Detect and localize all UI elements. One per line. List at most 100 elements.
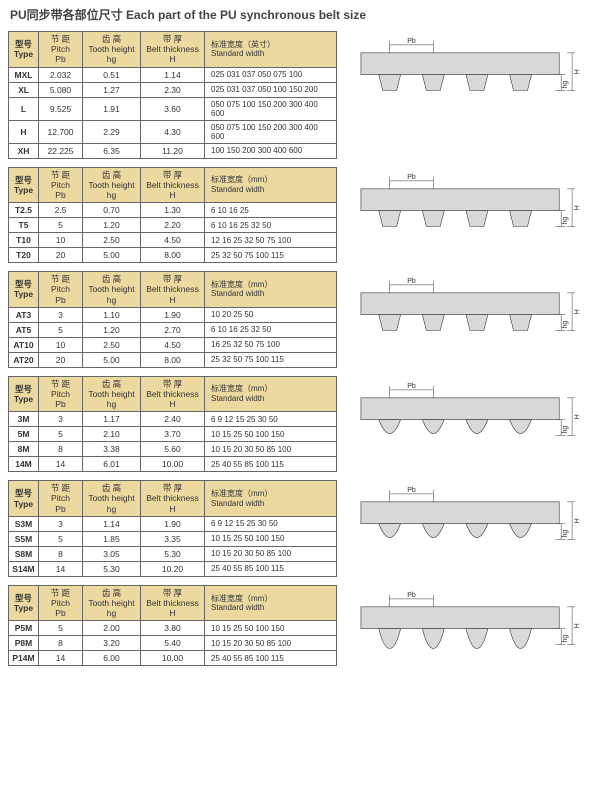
table-row: P8M83.205.4010 15 20 30 50 85 100 [9, 636, 337, 651]
table-row: XH22.2256.3511.20100 150 200 300 400 600 [9, 143, 337, 158]
cell: T5 [9, 218, 39, 233]
cell: 1.20 [83, 322, 141, 337]
col-header: 节 距PitchPb [39, 32, 83, 68]
cell: 16 25 32 50 75 100 [205, 337, 337, 352]
svg-text:hg: hg [562, 425, 569, 433]
cell: 1.17 [83, 412, 141, 427]
table-row: T551.202.206 10 16 25 32 50 [9, 218, 337, 233]
cell: 10 15 20 30 50 85 100 [205, 546, 337, 561]
table-row: L9.5251.913.60050 075 100 150 200 300 40… [9, 97, 337, 120]
table-row: 14M146.0110.0025 40 55 85 100 115 [9, 457, 337, 472]
cell: 8 [39, 546, 83, 561]
cell: 025 031 037 050 100 150 200 [205, 82, 337, 97]
col-header: 齿 高Tooth heighthg [83, 376, 141, 412]
svg-text:Pb: Pb [407, 487, 416, 494]
cell: 5.30 [83, 561, 141, 576]
svg-text:H: H [574, 414, 581, 419]
cell: 5.080 [39, 82, 83, 97]
table-row: AT331.101.9010 20 25 50 [9, 307, 337, 322]
svg-text:Pb: Pb [407, 278, 416, 285]
col-header: 齿 高Tooth heighthg [83, 585, 141, 621]
cell: P5M [9, 621, 39, 636]
cell: MXL [9, 67, 39, 82]
profile-diagram: Pb hg H [337, 376, 589, 451]
col-header: 标准宽度（mm）Standard width [205, 167, 337, 203]
col-header: 齿 高Tooth heighthg [83, 272, 141, 308]
col-header: 带 厚Belt thicknessH [141, 32, 205, 68]
table-row: T20205.008.0025 32 50 75 100 115 [9, 248, 337, 263]
cell: 5.00 [83, 352, 141, 367]
cell: XH [9, 143, 39, 158]
cell: S5M [9, 531, 39, 546]
cell: 5.30 [141, 546, 205, 561]
col-header: 节 距PitchPb [39, 167, 83, 203]
cell: AT3 [9, 307, 39, 322]
svg-text:Pb: Pb [407, 383, 416, 390]
cell: 5.40 [141, 636, 205, 651]
table-row: T10102.504.5012 16 25 32 50 75 100 [9, 233, 337, 248]
page-title: PU同步带各部位尺寸 Each part of the PU synchrono… [0, 0, 597, 29]
table-row: AT551.202.706 10 16 25 32 50 [9, 322, 337, 337]
svg-text:Pb: Pb [407, 592, 416, 599]
cell: 3 [39, 412, 83, 427]
cell: 10 15 25 50 100 150 [205, 531, 337, 546]
cell: 11.20 [141, 143, 205, 158]
cell: 6 10 16 25 [205, 203, 337, 218]
cell: 14 [39, 651, 83, 666]
cell: S14M [9, 561, 39, 576]
col-header: 型号Type [9, 167, 39, 203]
col-header: 齿 高Tooth heighthg [83, 167, 141, 203]
table-row: P5M52.003.8010 15 25 50 100 150 [9, 621, 337, 636]
cell: 3.05 [83, 546, 141, 561]
table-row: H12.7002.294.30050 075 100 150 200 300 4… [9, 120, 337, 143]
svg-text:hg: hg [562, 216, 569, 224]
cell: 025 031 037 050 075 100 [205, 67, 337, 82]
col-header: 带 厚Belt thicknessH [141, 167, 205, 203]
cell: S3M [9, 516, 39, 531]
cell: 8 [39, 442, 83, 457]
table-row: AT20205.008.0025 32 50 75 100 115 [9, 352, 337, 367]
cell: 10.00 [141, 651, 205, 666]
col-header: 标准宽度（mm）Standard width [205, 272, 337, 308]
cell: 5.60 [141, 442, 205, 457]
cell: P14M [9, 651, 39, 666]
cell: 5 [39, 531, 83, 546]
cell: 22.225 [39, 143, 83, 158]
cell: 050 075 100 150 200 300 400 600 [205, 97, 337, 120]
cell: 5 [39, 427, 83, 442]
cell: 5M [9, 427, 39, 442]
cell: 25 40 55 85 100 115 [205, 651, 337, 666]
cell: XL [9, 82, 39, 97]
cell: 5.00 [83, 248, 141, 263]
svg-text:H: H [574, 205, 581, 210]
cell: 8.00 [141, 248, 205, 263]
cell: H [9, 120, 39, 143]
col-header: 型号Type [9, 376, 39, 412]
cell: 1.91 [83, 97, 141, 120]
cell: 4.50 [141, 337, 205, 352]
cell: 1.90 [141, 307, 205, 322]
spec-table: 型号Type节 距PitchPb齿 高Tooth heighthg带 厚Belt… [8, 585, 337, 667]
cell: 10.20 [141, 561, 205, 576]
spec-section: 型号Type节 距PitchPb齿 高Tooth heighthg带 厚Belt… [8, 480, 589, 577]
cell: 4.30 [141, 120, 205, 143]
cell: 3.70 [141, 427, 205, 442]
cell: 1.90 [141, 516, 205, 531]
spec-table: 型号Type节 距PitchPb齿 高Tooth heighthg带 厚Belt… [8, 376, 337, 473]
cell: 25 32 50 75 100 115 [205, 352, 337, 367]
cell: 5 [39, 322, 83, 337]
cell: 10 15 25 50 100 150 [205, 621, 337, 636]
table-row: S8M83.055.3010 15 20 30 50 85 100 [9, 546, 337, 561]
cell: 2.29 [83, 120, 141, 143]
col-header: 带 厚Belt thicknessH [141, 585, 205, 621]
cell: 10 [39, 233, 83, 248]
cell: 8M [9, 442, 39, 457]
cell: T10 [9, 233, 39, 248]
cell: 10 20 25 50 [205, 307, 337, 322]
svg-text:hg: hg [562, 530, 569, 538]
cell: T2.5 [9, 203, 39, 218]
cell: 1.14 [141, 67, 205, 82]
cell: 5 [39, 621, 83, 636]
cell: 14M [9, 457, 39, 472]
profile-diagram: Pb hg H [337, 585, 589, 660]
